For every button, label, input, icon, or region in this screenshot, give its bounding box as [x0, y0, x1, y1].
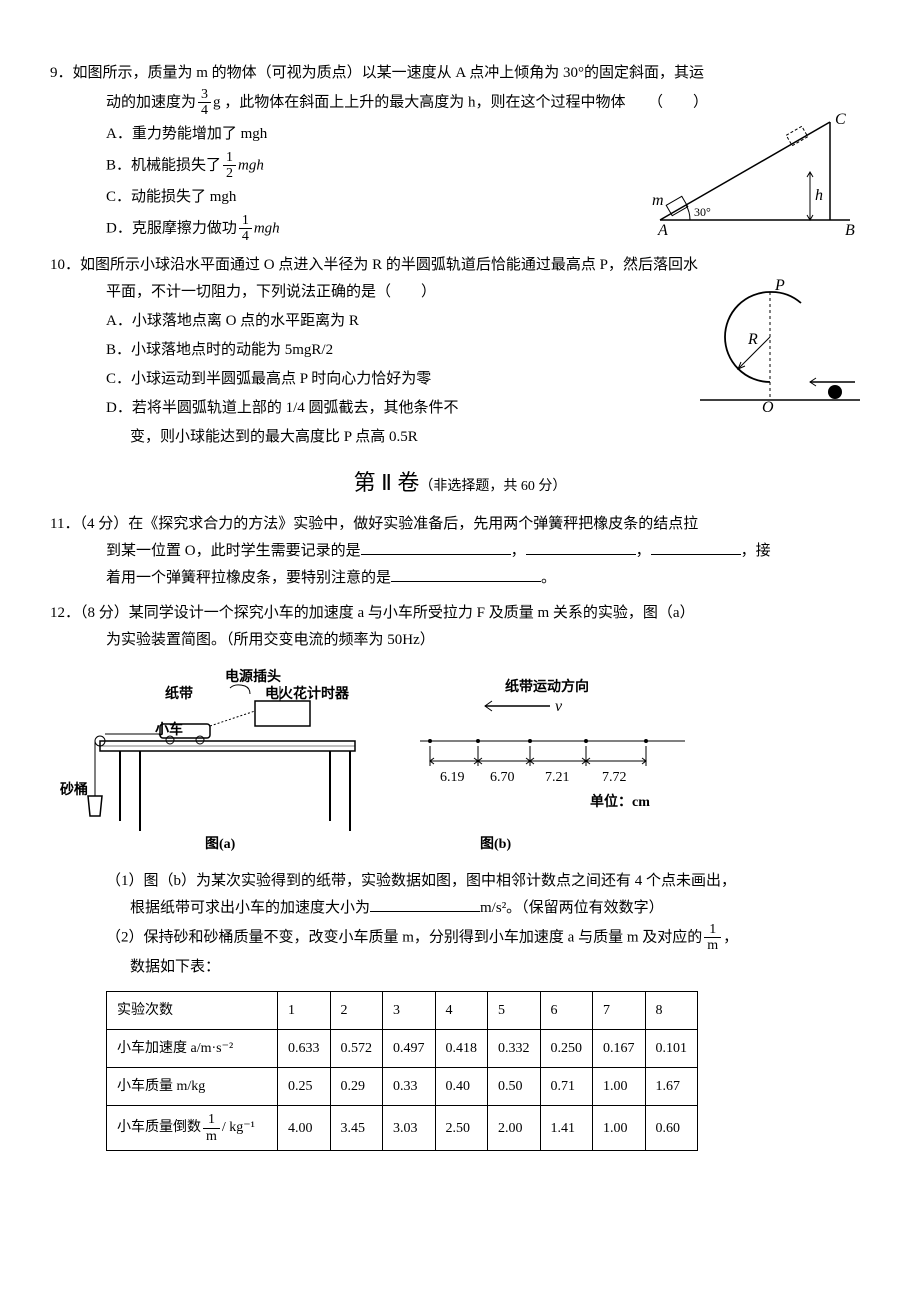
svg-text:电源插头: 电源插头 — [225, 668, 281, 685]
svg-text:m: m — [652, 192, 664, 209]
blank-1[interactable] — [361, 539, 511, 555]
q10-figure: P R O — [680, 272, 870, 412]
table-row: 小车加速度 a/m·s⁻²0.6330.5720.4970.4180.3320.… — [107, 1029, 698, 1067]
blank-3[interactable] — [651, 539, 741, 555]
svg-text:纸带: 纸带 — [165, 685, 193, 702]
table-cell: 0.60 — [645, 1106, 698, 1151]
table-header-cell: 4 — [435, 991, 488, 1029]
svg-text:C: C — [835, 111, 846, 128]
svg-text:6.19: 6.19 — [440, 770, 465, 785]
svg-text:B: B — [845, 222, 855, 239]
q9-line1: 9．如图所示，质量为 m 的物体（可视为质点）以某一速度从 A 点冲上倾角为 3… — [50, 60, 870, 87]
svg-text:图(b): 图(b) — [480, 836, 511, 852]
svg-text:图(a): 图(a) — [205, 836, 236, 852]
table-cell: 0.633 — [278, 1029, 331, 1067]
table-cell: 1.00 — [593, 1106, 646, 1151]
table-cell: 2.00 — [488, 1106, 541, 1151]
experiment-diagram: 电源插头 纸带 电火花计时器 小车 砂桶 — [50, 666, 690, 856]
table-cell: 0.71 — [540, 1068, 593, 1106]
table-header-cell: 6 — [540, 991, 593, 1029]
table-cell: 0.572 — [330, 1029, 383, 1067]
svg-text:A: A — [657, 222, 668, 239]
table-header-cell: 2 — [330, 991, 383, 1029]
table-cell: 1.41 — [540, 1106, 593, 1151]
table-cell: 4.00 — [278, 1106, 331, 1151]
question-11: 11．（4 分）在《探究求合力的方法》实验中，做好实验准备后，先用两个弹簧秤把橡… — [50, 511, 870, 592]
question-9: A B C m h 30° 9．如图所示，质量为 m 的物体（可视为质点）以某一… — [50, 60, 870, 244]
q10-optD2: 变，则小球能达到的最大高度比 P 点高 0.5R — [50, 424, 870, 451]
q12-diagram: 电源插头 纸带 电火花计时器 小车 砂桶 — [50, 666, 870, 856]
table-row: 小车质量 m/kg0.250.290.330.400.500.711.001.6… — [107, 1068, 698, 1106]
q11-line1: 11．（4 分）在《探究求合力的方法》实验中，做好实验准备后，先用两个弹簧秤把橡… — [50, 511, 870, 538]
question-10: P R O 10．如图所示小球沿水平面通过 O 点进入半径为 R 的半圆弧轨道后… — [50, 252, 870, 451]
svg-text:30°: 30° — [694, 205, 711, 219]
table-cell: 0.101 — [645, 1029, 698, 1067]
svg-text:6.70: 6.70 — [490, 770, 515, 785]
table-cell: 0.332 — [488, 1029, 541, 1067]
table-cell: 0.418 — [435, 1029, 488, 1067]
table-header-cell: 1 — [278, 991, 331, 1029]
q12-p2-line1: （2）保持砂和砂桶质量不变，改变小车质量 m，分别得到小车加速度 a 与质量 m… — [50, 922, 870, 954]
table-row-label: 小车质量倒数1m/ kg⁻¹ — [107, 1106, 278, 1151]
table-cell: 1.67 — [645, 1068, 698, 1106]
svg-text:R: R — [747, 331, 758, 348]
table-cell: 0.167 — [593, 1029, 646, 1067]
table-header-row: 实验次数12345678 — [107, 991, 698, 1029]
table-cell: 1.00 — [593, 1068, 646, 1106]
q12-data-table: 实验次数12345678 小车加速度 a/m·s⁻²0.6330.5720.49… — [106, 991, 698, 1151]
q12-line2: 为实验装置简图。（所用交变电流的频率为 50Hz） — [50, 627, 870, 654]
blank-2[interactable] — [526, 539, 636, 555]
blank-4[interactable] — [391, 566, 541, 582]
q12-p1-line2: 根据纸带可求出小车的加速度大小为m/s²。（保留两位有效数字） — [50, 895, 870, 922]
q11-line2: 到某一位置 O，此时学生需要记录的是，，，接 — [50, 538, 870, 565]
svg-text:电火花计时器: 电火花计时器 — [265, 685, 350, 702]
table-cell: 0.497 — [383, 1029, 436, 1067]
table-cell: 0.250 — [540, 1029, 593, 1067]
table-cell: 0.25 — [278, 1068, 331, 1106]
loop-diagram: P R O — [680, 272, 870, 412]
section-2-title: 第 Ⅱ 卷（非选择题，共 60 分） — [50, 463, 870, 503]
table-row: 小车质量倒数1m/ kg⁻¹4.003.453.032.502.001.411.… — [107, 1106, 698, 1151]
table-header-cell: 5 — [488, 991, 541, 1029]
svg-text:v: v — [555, 698, 563, 715]
svg-text:砂桶: 砂桶 — [59, 781, 88, 798]
svg-text:纸带运动方向: 纸带运动方向 — [505, 678, 589, 695]
table-header-label: 实验次数 — [107, 991, 278, 1029]
q12-line1: 12．（8 分）某同学设计一个探究小车的加速度 a 与小车所受拉力 F 及质量 … — [50, 600, 870, 627]
q9-figure: A B C m h 30° — [640, 110, 870, 240]
table-cell: 0.50 — [488, 1068, 541, 1106]
svg-text:7.72: 7.72 — [602, 770, 627, 785]
q12-p2-line2: 数据如下表： — [50, 954, 870, 981]
table-cell: 2.50 — [435, 1106, 488, 1151]
question-12: 12．（8 分）某同学设计一个探究小车的加速度 a 与小车所受拉力 F 及质量 … — [50, 600, 870, 1151]
blank-accel[interactable] — [370, 896, 480, 912]
svg-text:h: h — [815, 187, 823, 204]
table-cell: 0.33 — [383, 1068, 436, 1106]
table-row-label: 小车加速度 a/m·s⁻² — [107, 1029, 278, 1067]
svg-text:单位：cm: 单位：cm — [590, 793, 650, 810]
table-cell: 3.03 — [383, 1106, 436, 1151]
incline-diagram: A B C m h 30° — [640, 110, 870, 240]
table-row-label: 小车质量 m/kg — [107, 1068, 278, 1106]
svg-text:O: O — [762, 399, 774, 412]
table-header-cell: 8 — [645, 991, 698, 1029]
table-cell: 0.40 — [435, 1068, 488, 1106]
svg-text:7.21: 7.21 — [545, 770, 570, 785]
q11-line3: 着用一个弹簧秤拉橡皮条，要特别注意的是。 — [50, 565, 870, 592]
table-cell: 3.45 — [330, 1106, 383, 1151]
svg-text:P: P — [774, 277, 785, 294]
table-cell: 0.29 — [330, 1068, 383, 1106]
table-header-cell: 7 — [593, 991, 646, 1029]
q12-p1-line1: （1）图（b）为某次实验得到的纸带，实验数据如图，图中相邻计数点之间还有 4 个… — [50, 868, 870, 895]
table-header-cell: 3 — [383, 991, 436, 1029]
